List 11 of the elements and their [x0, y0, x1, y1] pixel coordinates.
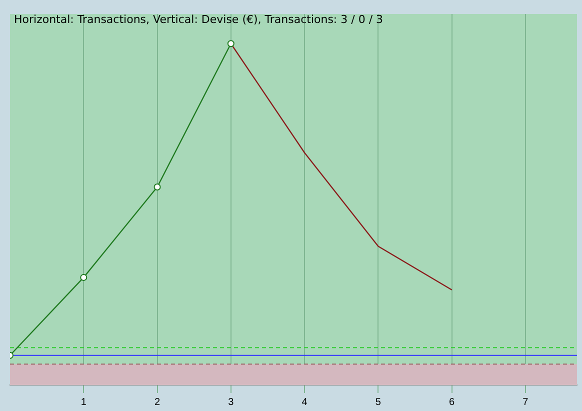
point — [80, 274, 88, 281]
x-tick-label: 2 — [154, 396, 160, 408]
x-tick-label: 3 — [228, 396, 234, 408]
x-tick-label: 4 — [302, 396, 308, 408]
point — [154, 184, 161, 191]
x-tick-label: 7 — [522, 396, 529, 408]
x-tick-label: 1 — [80, 396, 87, 408]
chart-title: Horizontal: Transactions, Vertical: Devise (€), Transactions: 3 / 0 / 3 — [14, 13, 384, 26]
x-tick-label: 5 — [375, 396, 382, 408]
point — [227, 40, 234, 48]
x-tick-label: 6 — [449, 396, 456, 408]
